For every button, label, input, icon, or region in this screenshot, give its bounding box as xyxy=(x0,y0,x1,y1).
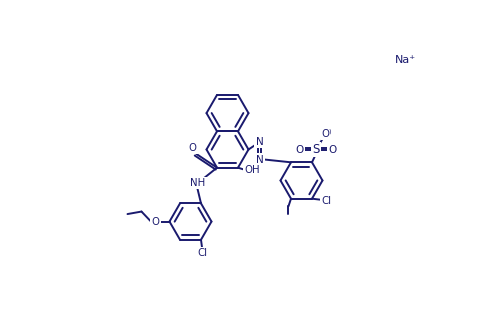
Text: O: O xyxy=(189,143,197,153)
Text: OH: OH xyxy=(244,165,260,175)
Text: O⁾: O⁾ xyxy=(322,129,332,139)
Text: O: O xyxy=(328,145,337,155)
Text: O: O xyxy=(151,217,159,227)
Text: NH: NH xyxy=(190,178,206,188)
Text: Cl: Cl xyxy=(197,248,207,258)
Text: N: N xyxy=(255,154,263,164)
Text: S: S xyxy=(312,143,320,156)
Text: O: O xyxy=(295,145,304,155)
Text: Na⁺: Na⁺ xyxy=(394,55,415,65)
Text: Cl: Cl xyxy=(321,196,331,206)
Text: N: N xyxy=(255,137,263,147)
